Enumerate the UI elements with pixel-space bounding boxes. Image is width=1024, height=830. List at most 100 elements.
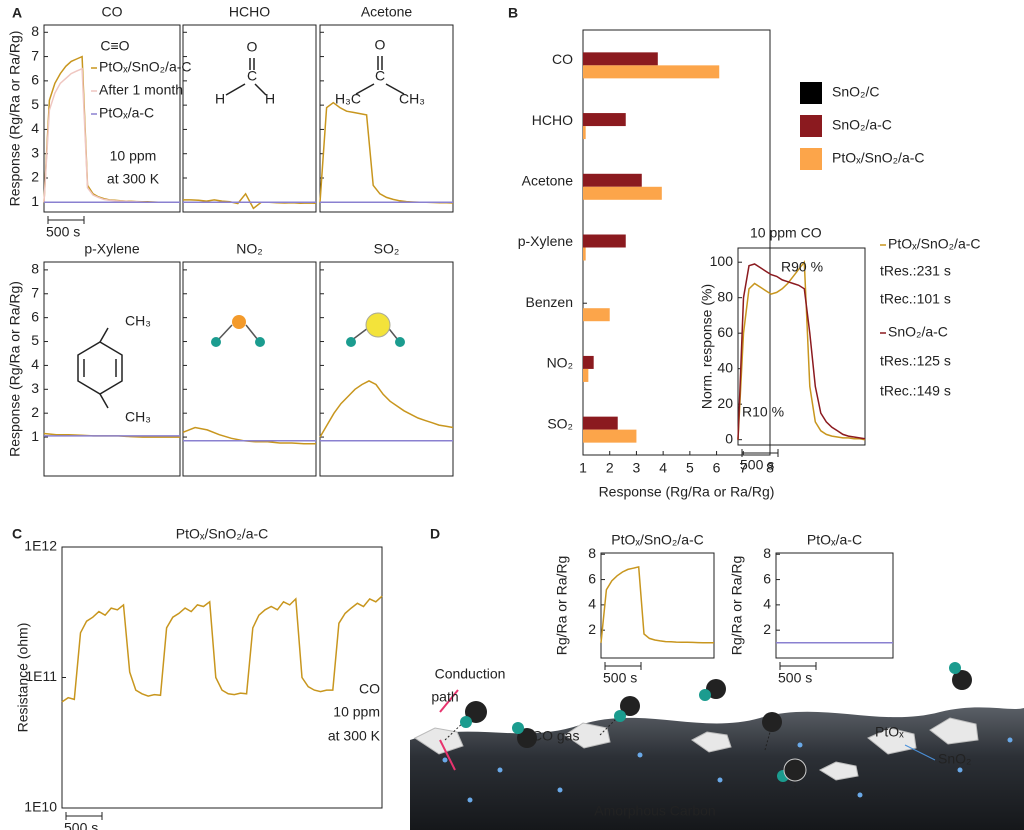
legend-label: SnO₂/a-C	[888, 324, 948, 340]
illustration-label: Amorphous Carbon	[594, 803, 715, 819]
chart-title: NO₂	[236, 241, 262, 257]
y-tick-label: 3	[31, 144, 39, 160]
panel-label: C	[12, 526, 22, 542]
series-line	[600, 565, 714, 644]
annotation: R90 %	[781, 259, 823, 275]
y-tick-label: 0	[725, 430, 733, 446]
legend-swatch	[800, 115, 822, 137]
panel-label: B	[508, 5, 518, 21]
y-tick-label: 7	[31, 47, 39, 63]
y-tick-label: 4	[31, 356, 39, 372]
y-tick-label: Benzen	[526, 294, 573, 310]
illustration	[410, 662, 1024, 830]
y-tick-label: 1	[31, 428, 39, 444]
legend-label: SnO₂/a-C	[832, 117, 892, 133]
chart-title: p-Xylene	[84, 241, 139, 257]
x-tick-label: 5	[686, 460, 694, 476]
legend-label: PtOₓ/SnO₂/a-C	[832, 150, 925, 166]
y-tick-label: 5	[31, 96, 39, 112]
y-tick-label: 4	[763, 596, 771, 612]
scale-bar	[779, 662, 817, 670]
bar	[583, 234, 626, 248]
x-tick-label: 1	[579, 460, 587, 476]
y-tick-label: 8	[31, 23, 39, 39]
y-tick-label: 6	[588, 570, 596, 586]
x-tick-label: 7	[739, 460, 747, 476]
atom	[232, 315, 246, 329]
y-tick-label: Acetone	[522, 172, 574, 188]
y-tick-label: 4	[31, 120, 39, 136]
plot-frame	[43, 261, 181, 477]
y-tick-label: 8	[588, 545, 596, 561]
y-tick-label: NO₂	[547, 355, 573, 371]
scale-bar	[741, 449, 779, 457]
scale-bar-label: 500 s	[64, 820, 98, 830]
bar	[583, 173, 642, 187]
annotation: H₃C	[335, 91, 361, 107]
x-tick-label: 8	[766, 460, 774, 476]
legend-label: PtOₓ/SnO₂/a-C	[99, 59, 192, 75]
chart-title: 10 ppm CO	[750, 225, 822, 241]
chart-title: HCHO	[229, 4, 270, 20]
annotation: O	[375, 37, 386, 53]
annotation: at 300 K	[107, 171, 160, 187]
chart-title: PtOₓ/SnO₂/a-C	[611, 532, 704, 548]
atom	[211, 337, 221, 347]
bar	[583, 368, 589, 382]
legend-swatch	[800, 82, 822, 104]
plot-frame	[43, 24, 181, 213]
plot-frame	[319, 24, 454, 213]
scale-bar-label: 500 s	[778, 670, 812, 686]
scale-bar-label: 500 s	[740, 457, 774, 473]
legend-label: SnO₂/C	[832, 84, 879, 100]
y-tick-label: 1E11	[25, 668, 57, 684]
series-line	[183, 192, 317, 210]
scale-bar-label: 500 s	[46, 224, 80, 240]
y-tick-label: CO	[552, 51, 573, 67]
structures	[77, 56, 405, 409]
series-line	[737, 260, 866, 441]
bar	[583, 247, 586, 261]
chart-title: CO	[102, 4, 123, 20]
annotation: O	[247, 39, 258, 55]
y-tick-label: 6	[31, 308, 39, 324]
y-axis-label: Response (Rg/Ra or Ra/Rg)	[7, 281, 23, 457]
annotation: CH₃	[125, 313, 151, 329]
annotation: 10 ppm	[333, 704, 380, 720]
bar	[583, 186, 662, 200]
atom	[346, 337, 356, 347]
illustration-label: Conduction	[435, 666, 506, 682]
annotation: R10 %	[742, 404, 784, 420]
bar	[583, 308, 610, 322]
annotation: 10 ppm	[110, 148, 157, 164]
x-tick-label: 3	[633, 460, 641, 476]
y-tick-label: 1E10	[24, 799, 57, 815]
plot-frame	[737, 247, 866, 446]
x-axis-label: Response (Rg/Ra or Ra/Rg)	[599, 484, 775, 500]
y-tick-label: 20	[717, 395, 733, 411]
annotation: C	[247, 68, 257, 84]
bar	[583, 126, 586, 140]
annotation: CO	[359, 681, 380, 697]
y-tick-label: 2	[31, 404, 39, 420]
y-tick-label: 100	[710, 253, 734, 269]
bar	[583, 416, 618, 430]
y-tick-label: 80	[717, 288, 733, 304]
annotation: tRec.:149 s	[880, 383, 951, 399]
legend-swatch	[800, 148, 822, 170]
bar	[583, 65, 720, 79]
plot-frame	[600, 552, 715, 659]
illustration-label: SnO₂	[938, 751, 971, 767]
y-tick-label: p-Xylene	[518, 233, 573, 249]
legend-label: PtOₓ/a-C	[99, 105, 154, 121]
chart-title: SO₂	[374, 241, 400, 257]
chart-title: PtOₓ/a-C	[807, 532, 862, 548]
y-tick-label: SO₂	[547, 415, 573, 431]
annotation: tRes.:125 s	[880, 353, 951, 369]
chart-title: PtOₓ/SnO₂/a-C	[176, 526, 269, 542]
bar	[583, 355, 594, 369]
annotation: CH₃	[125, 409, 151, 425]
y-axis-label: Resistance (ohm)	[15, 623, 31, 733]
y-tick-label: 3	[31, 380, 39, 396]
x-tick-label: 6	[713, 460, 721, 476]
